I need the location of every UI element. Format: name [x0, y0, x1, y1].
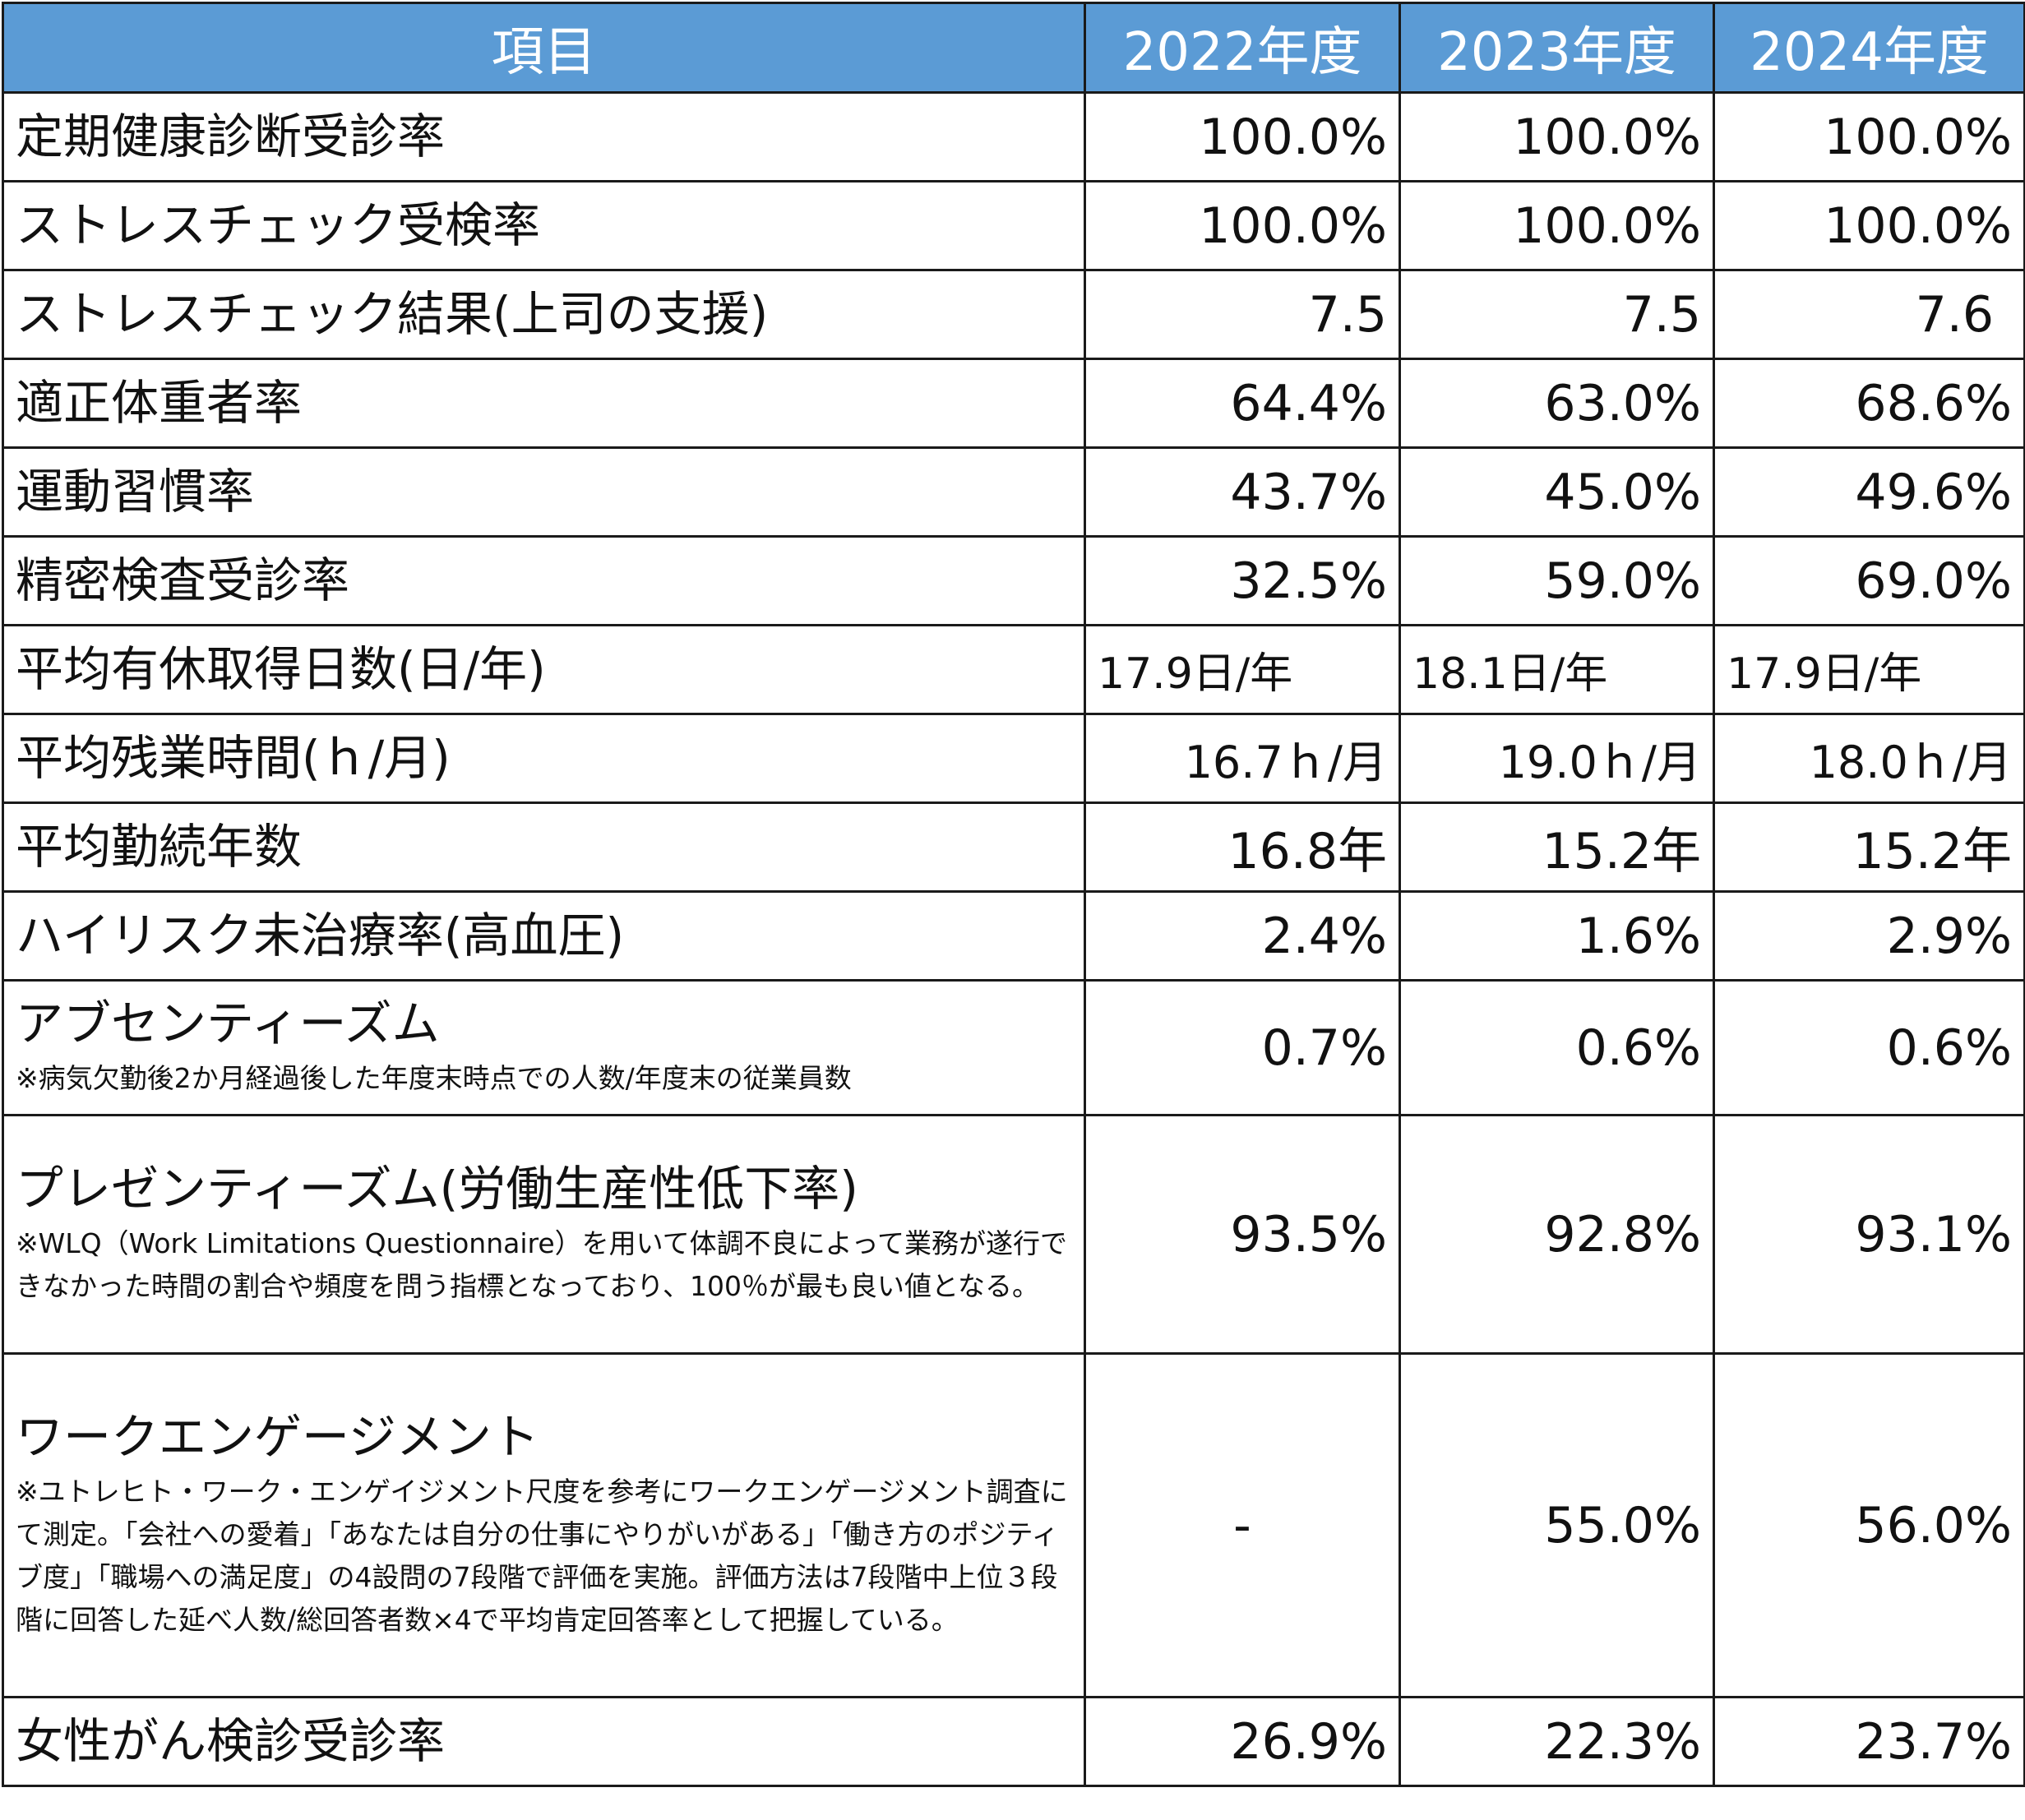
table-row: 平均有休取得日数(日/年) 17.9日/年 18.1日/年 17.9日/年 — [2, 624, 2025, 715]
header-fy2024: 2024年度 — [1713, 2, 2025, 94]
row-label: 精密検査受診率 — [16, 552, 350, 608]
row-label: 適正体重者率 — [16, 374, 303, 431]
value-cell: 7.5 — [1399, 269, 1715, 360]
header-fy2022: 2022年度 — [1084, 2, 1401, 94]
table-row: アブセンティーズム ※病気欠勤後2か月経過後した年度末時点での人数/年度末の従業… — [2, 979, 2025, 1116]
value-cell: 100.0% — [1084, 91, 1401, 182]
table-row: 平均勤続年数 16.8年 15.2年 15.2年 — [2, 801, 2025, 893]
value-cell: 15.2年 — [1713, 801, 2025, 893]
value-cell: 93.5% — [1084, 1114, 1401, 1355]
table-row: 定期健康診断受診率 100.0% 100.0% 100.0% — [2, 91, 2025, 182]
row-label-cell: 平均残業時間(ｈ/月) — [2, 713, 1086, 804]
value-cell: 100.0% — [1713, 180, 2025, 271]
value-cell: 18.0ｈ/月 — [1713, 713, 2025, 804]
value-cell: 45.0% — [1399, 446, 1715, 538]
row-label-cell: 精密検査受診率 — [2, 535, 1086, 626]
value-cell: 7.5 — [1084, 269, 1401, 360]
row-label-cell: プレゼンティーズム(労働生産性低下率) ※WLQ（Work Limitation… — [2, 1114, 1086, 1355]
row-note: ※病気欠勤後2か月経過後した年度末時点での人数/年度末の従業員数 — [16, 1062, 852, 1095]
value-cell: 26.9% — [1084, 1696, 1401, 1787]
table-row: 女性がん検診受診率 26.9% 22.3% 23.7% — [2, 1696, 2025, 1787]
row-label: 平均勤続年数 — [16, 818, 303, 875]
header-row: 項目 2022年度 2023年度 2024年度 — [2, 2, 2025, 94]
row-label-cell: 平均勤続年数 — [2, 801, 1086, 893]
value-cell: 7.6 — [1713, 269, 2025, 360]
value-cell: 64.4% — [1084, 358, 1401, 449]
row-label: ストレスチェック結果(上司の支援) — [16, 285, 769, 342]
table-row: プレゼンティーズム(労働生産性低下率) ※WLQ（Work Limitation… — [2, 1114, 2025, 1355]
row-label-cell: 適正体重者率 — [2, 358, 1086, 449]
value-cell: 43.7% — [1084, 446, 1401, 538]
value-cell: 49.6% — [1713, 446, 2025, 538]
value-cell: 59.0% — [1399, 535, 1715, 626]
value-cell: 0.7% — [1084, 979, 1401, 1116]
row-note: ※ユトレヒト・ワーク・エンゲイジメント尺度を参考にワークエンゲージメント調査にて… — [16, 1476, 1068, 1637]
value-cell: - — [1084, 1352, 1401, 1698]
value-cell: 16.7ｈ/月 — [1084, 713, 1401, 804]
header-item: 項目 — [2, 2, 1086, 94]
row-label: 運動習慣率 — [16, 463, 255, 520]
value-cell: 17.9日/年 — [1084, 624, 1401, 715]
value-cell: 32.5% — [1084, 535, 1401, 626]
value-cell: 18.1日/年 — [1399, 624, 1715, 715]
value-cell: 100.0% — [1399, 180, 1715, 271]
row-label-cell: 平均有休取得日数(日/年) — [2, 624, 1086, 715]
table-row: ストレスチェック受検率 100.0% 100.0% 100.0% — [2, 180, 2025, 271]
value-cell: 68.6% — [1713, 358, 2025, 449]
row-label: 平均残業時間(ｈ/月) — [16, 729, 451, 786]
table-row: ワークエンゲージメント ※ユトレヒト・ワーク・エンゲイジメント尺度を参考にワーク… — [2, 1352, 2025, 1698]
table-row: 運動習慣率 43.7% 45.0% 49.6% — [2, 446, 2025, 538]
row-label-cell: ワークエンゲージメント ※ユトレヒト・ワーク・エンゲイジメント尺度を参考にワーク… — [2, 1352, 1086, 1698]
value-cell: 22.3% — [1399, 1696, 1715, 1787]
row-label-cell: 女性がん検診受診率 — [2, 1696, 1086, 1787]
row-label: プレゼンティーズム(労働生産性低下率) — [16, 1160, 858, 1217]
value-cell: 2.9% — [1713, 890, 2025, 982]
row-label-cell: アブセンティーズム ※病気欠勤後2か月経過後した年度末時点での人数/年度末の従業… — [2, 979, 1086, 1116]
value-cell: 23.7% — [1713, 1696, 2025, 1787]
row-label-cell: 定期健康診断受診率 — [2, 91, 1086, 182]
row-label: 定期健康診断受診率 — [16, 108, 446, 164]
value-cell: 100.0% — [1713, 91, 2025, 182]
health-metrics-table: 項目 2022年度 2023年度 2024年度 定期健康診断受診率 100.0%… — [2, 2, 2025, 1787]
row-note: ※WLQ（Work Limitations Questionnaire）を用いて… — [16, 1227, 1068, 1303]
value-cell: 92.8% — [1399, 1114, 1715, 1355]
table-row: ストレスチェック結果(上司の支援) 7.5 7.5 7.6 — [2, 269, 2025, 360]
value-cell: 0.6% — [1713, 979, 2025, 1116]
value-cell: 15.2年 — [1399, 801, 1715, 893]
row-label: アブセンティーズム — [16, 995, 440, 1051]
value-cell: 1.6% — [1399, 890, 1715, 982]
table-row: 精密検査受診率 32.5% 59.0% 69.0% — [2, 535, 2025, 626]
row-label: ワークエンゲージメント — [16, 1408, 539, 1465]
table-row: ハイリスク未治療率(高血圧) 2.4% 1.6% 2.9% — [2, 890, 2025, 982]
row-label-cell: ハイリスク未治療率(高血圧) — [2, 890, 1086, 982]
row-label: 女性がん検診受診率 — [16, 1712, 446, 1769]
row-label: 平均有休取得日数(日/年) — [16, 640, 546, 697]
row-label: ハイリスク未治療率(高血圧) — [16, 907, 625, 963]
value-cell: 56.0% — [1713, 1352, 2025, 1698]
table-row: 平均残業時間(ｈ/月) 16.7ｈ/月 19.0ｈ/月 18.0ｈ/月 — [2, 713, 2025, 804]
value-cell: 19.0ｈ/月 — [1399, 713, 1715, 804]
value-cell: 69.0% — [1713, 535, 2025, 626]
row-label: ストレスチェック受検率 — [16, 196, 541, 253]
row-label-cell: 運動習慣率 — [2, 446, 1086, 538]
value-cell: 100.0% — [1084, 180, 1401, 271]
table-row: 適正体重者率 64.4% 63.0% 68.6% — [2, 358, 2025, 449]
value-cell: 0.6% — [1399, 979, 1715, 1116]
header-fy2023: 2023年度 — [1399, 2, 1715, 94]
value-cell: 93.1% — [1713, 1114, 2025, 1355]
row-label-cell: ストレスチェック結果(上司の支援) — [2, 269, 1086, 360]
value-cell: 2.4% — [1084, 890, 1401, 982]
value-cell: 63.0% — [1399, 358, 1715, 449]
value-cell: 55.0% — [1399, 1352, 1715, 1698]
row-label-cell: ストレスチェック受検率 — [2, 180, 1086, 271]
value-cell: 17.9日/年 — [1713, 624, 2025, 715]
value-cell: 16.8年 — [1084, 801, 1401, 893]
value-cell: 100.0% — [1399, 91, 1715, 182]
